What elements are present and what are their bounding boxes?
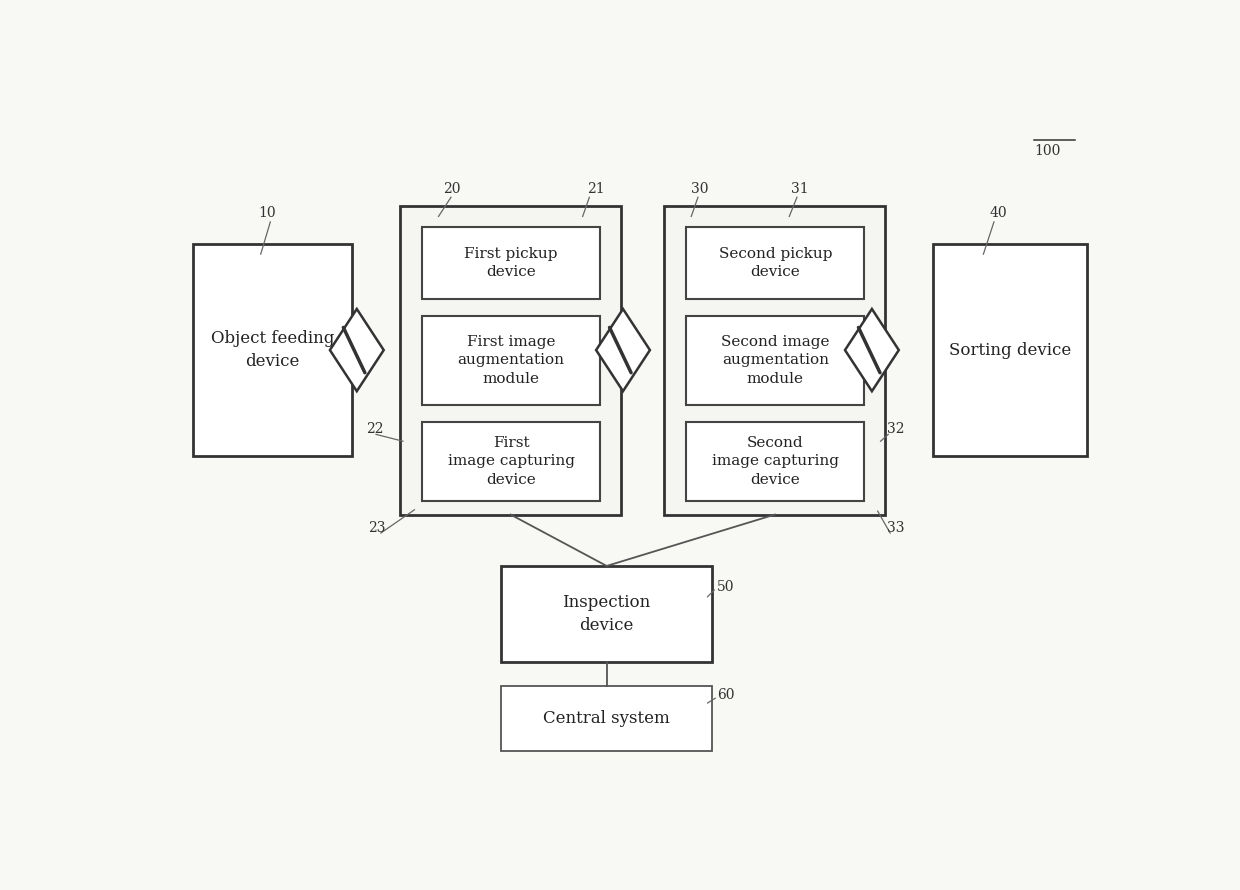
Text: 31: 31 bbox=[791, 182, 808, 196]
Bar bbox=[422, 227, 600, 299]
Text: 100: 100 bbox=[1034, 144, 1060, 158]
Bar bbox=[501, 566, 712, 662]
Bar bbox=[422, 422, 600, 501]
Text: Second image
augmentation
module: Second image augmentation module bbox=[722, 335, 830, 385]
Text: Central system: Central system bbox=[543, 710, 670, 727]
Polygon shape bbox=[844, 309, 899, 392]
Text: Second pickup
device: Second pickup device bbox=[718, 247, 832, 279]
Text: 40: 40 bbox=[990, 206, 1007, 220]
Text: Sorting device: Sorting device bbox=[949, 342, 1071, 359]
Bar bbox=[687, 227, 864, 299]
Text: 21: 21 bbox=[588, 182, 605, 196]
Text: 33: 33 bbox=[888, 522, 905, 535]
Bar bbox=[665, 206, 885, 514]
Text: 30: 30 bbox=[691, 182, 709, 196]
Text: 20: 20 bbox=[444, 182, 461, 196]
Text: First image
augmentation
module: First image augmentation module bbox=[458, 335, 564, 385]
Text: Object feeding
device: Object feeding device bbox=[211, 330, 335, 369]
Text: 23: 23 bbox=[368, 522, 386, 535]
Bar bbox=[422, 316, 600, 405]
Text: Second
image capturing
device: Second image capturing device bbox=[712, 436, 838, 487]
Polygon shape bbox=[330, 309, 383, 392]
Text: First
image capturing
device: First image capturing device bbox=[448, 436, 574, 487]
Text: First pickup
device: First pickup device bbox=[464, 247, 558, 279]
Text: 60: 60 bbox=[717, 688, 734, 702]
Bar bbox=[501, 686, 712, 751]
Text: Inspection
device: Inspection device bbox=[563, 595, 651, 634]
Bar bbox=[193, 244, 352, 457]
Bar bbox=[687, 422, 864, 501]
Bar bbox=[687, 316, 864, 405]
Text: 22: 22 bbox=[367, 422, 384, 436]
Text: 10: 10 bbox=[259, 206, 277, 220]
Text: 32: 32 bbox=[888, 422, 905, 436]
Text: 50: 50 bbox=[717, 579, 734, 594]
Bar bbox=[934, 244, 1087, 457]
Bar bbox=[401, 206, 621, 514]
Polygon shape bbox=[596, 309, 650, 392]
